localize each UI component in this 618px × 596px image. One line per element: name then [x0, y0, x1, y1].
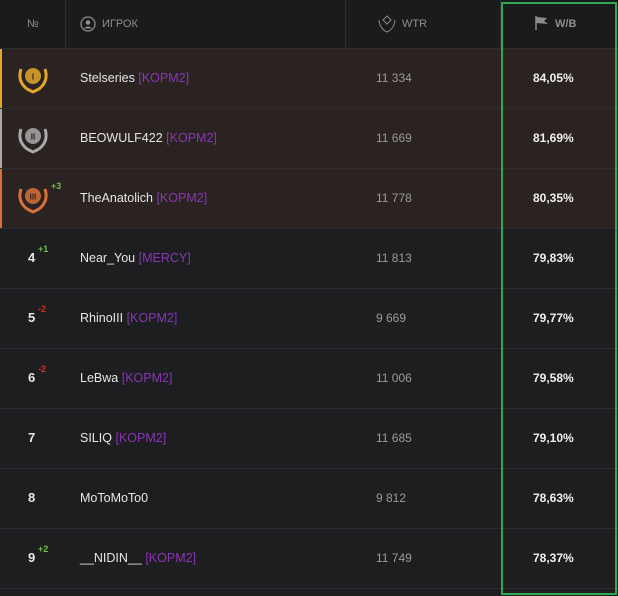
clan-tag: [KOPM2] [166, 131, 217, 145]
clan-tag: [KOPM2] [145, 551, 197, 565]
table-row: 7 SILIQ [KOPM2] 11 685 79,10% [0, 409, 618, 469]
winrate: 79,10% [533, 431, 574, 445]
wreath [18, 128, 48, 154]
player: Near_You [MERCY] [80, 251, 191, 265]
clan-tag: [KOPM2] [121, 371, 173, 385]
wtr: 11 749 [376, 551, 412, 565]
clan-tag: [KOPM2] [115, 431, 167, 445]
flag-icon [535, 16, 548, 30]
player: Stelseries [KOPM2] [80, 71, 189, 85]
winrate: 84,05% [533, 71, 574, 85]
table-row: 9 +2 __NIDIN__ [KOPM2] 11 749 78,37% [0, 529, 618, 589]
player-name: Stelseries [80, 71, 135, 85]
winrate: 79,58% [533, 371, 574, 385]
header-player: ИГРОК [102, 18, 138, 30]
player-name: __NIDIN__ [80, 551, 142, 565]
winrate: 79,77% [533, 311, 574, 325]
table-row: 5 -2 RhinoIII [KOPM2] 9 669 79,77% [0, 289, 618, 349]
rank: 9 [28, 550, 36, 565]
table-row: 8 MoToMoTo0 9 812 78,63% [0, 469, 618, 529]
player: RhinoIII [KOPM2] [80, 311, 177, 325]
clan-tag: [KOPM2] [156, 191, 208, 205]
rank: 5 [28, 310, 36, 325]
wtr-icon [378, 15, 396, 33]
rank-stripe [0, 109, 2, 168]
wtr: 9 812 [376, 491, 407, 505]
player: MoToMoTo0 [80, 491, 148, 505]
table-row: 6 -2 LeBwa [KOPM2] 11 006 79,58% [0, 349, 618, 409]
rank: 8 [28, 490, 36, 505]
rank-stripe [0, 49, 2, 108]
header-wtr: WTR [402, 18, 428, 30]
wtr: 11 813 [376, 251, 412, 265]
winrate: 78,37% [533, 551, 574, 565]
table-row: 4 +1 Near_You [MERCY] 11 813 79,83% [0, 229, 618, 289]
rank-change: +2 [38, 544, 49, 554]
rank-change: +3 [51, 181, 62, 191]
player-name: BEOWULF422 [80, 131, 163, 145]
winrate: 80,35% [533, 191, 574, 205]
header-rank: № [27, 18, 39, 30]
player-name: Near_You [80, 251, 136, 265]
wreath [18, 68, 48, 94]
medal-disc [25, 188, 41, 204]
clan-tag: [KOPM2] [126, 311, 178, 325]
player-icon [80, 16, 96, 32]
medal-rank: I [32, 73, 34, 82]
clan-tag: [KOPM2] [138, 71, 190, 85]
medal: III [18, 188, 48, 214]
header: № ИГРОК WTR W/B [0, 0, 618, 49]
medal-rank: II [31, 133, 35, 142]
player-name: MoToMoTo0 [80, 491, 149, 505]
clan-tag: [MERCY] [138, 251, 191, 265]
rank: 6 [28, 370, 36, 385]
winrate: 78,63% [533, 491, 574, 505]
player-name: LeBwa [80, 371, 119, 385]
player: TheAnatolich [KOPM2] [80, 191, 207, 205]
player: SILIQ [KOPM2] [80, 431, 166, 445]
wtr: 11 778 [376, 191, 412, 205]
rank-change: -2 [38, 364, 47, 374]
table-row: III +3 TheAnatolich [KOPM2] 11 778 80,35% [0, 169, 618, 229]
rank-change: -2 [38, 304, 47, 314]
header-winrate: W/B [555, 18, 577, 30]
player: BEOWULF422 [KOPM2] [80, 131, 217, 145]
player: __NIDIN__ [KOPM2] [80, 551, 196, 565]
wreath [18, 188, 48, 214]
wtr: 11 334 [376, 71, 412, 85]
wtr: 11 006 [376, 371, 412, 385]
table-row: I Stelseries [KOPM2] 11 334 84,05% [0, 49, 618, 109]
highlight-frame [501, 2, 617, 595]
medal: I [18, 68, 48, 94]
player-name: SILIQ [80, 431, 112, 445]
rank: 4 [28, 250, 36, 265]
medal-disc [25, 68, 41, 84]
table-row: II BEOWULF422 [KOPM2] 11 669 81,69% [0, 109, 618, 169]
rank-stripe [0, 169, 2, 228]
player: LeBwa [KOPM2] [80, 371, 172, 385]
medal: II [18, 128, 48, 154]
player-name: RhinoIII [80, 311, 124, 325]
rank: 7 [28, 430, 36, 445]
medal-disc [25, 128, 41, 144]
wtr: 11 685 [376, 431, 412, 445]
player-name: TheAnatolich [80, 191, 153, 205]
winrate: 81,69% [533, 131, 574, 145]
winrate: 79,83% [533, 251, 574, 265]
wtr: 11 669 [376, 131, 412, 145]
rank-change: +1 [38, 244, 49, 254]
medal-rank: III [30, 193, 37, 202]
wtr: 9 669 [376, 311, 407, 325]
